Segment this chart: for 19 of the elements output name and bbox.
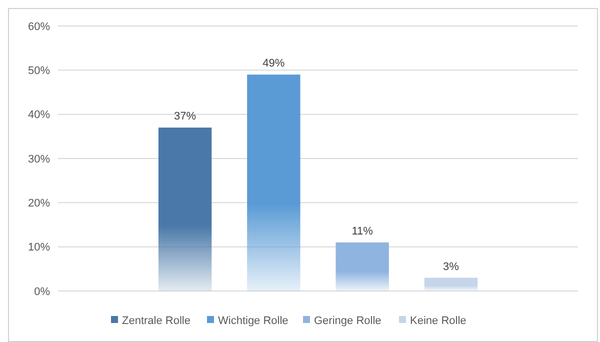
text: 37% — [174, 110, 196, 123]
legend-label: Keine Rolle — [410, 314, 466, 327]
y-tick-label: 20% — [28, 198, 50, 210]
y-tick-label: 50% — [28, 65, 50, 78]
text: 11% — [352, 225, 373, 238]
legend-label: Zentrale Rolle — [122, 314, 190, 327]
legend-label: Wichtige Rolle — [218, 314, 288, 327]
y-tick-label: 10% — [28, 242, 50, 254]
text: 49% — [262, 58, 285, 70]
bar — [336, 242, 389, 291]
bar — [247, 74, 300, 291]
text: 3% — [443, 260, 459, 273]
bar — [158, 128, 212, 291]
y-tick-label: 40% — [28, 109, 50, 122]
y-tick-label: 60% — [28, 20, 50, 33]
legend-label: Geringe Rolle — [314, 314, 382, 327]
bar — [424, 278, 478, 291]
y-tick-label: 30% — [28, 153, 50, 166]
y-tick-label: 0% — [34, 286, 50, 298]
